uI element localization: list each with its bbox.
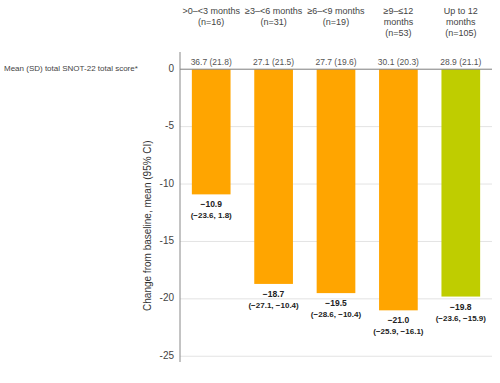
category-line: months <box>384 17 414 27</box>
category-label: >0–<3 months(n=16) <box>182 6 240 27</box>
bar <box>441 69 480 296</box>
category-line: Up to 12 <box>444 6 478 16</box>
baseline-title: Mean (SD) total SNOT-22 total score* <box>4 64 138 73</box>
baseline-label: 36.7 (21.8) <box>191 57 232 67</box>
bar <box>254 69 293 284</box>
grid-line <box>180 356 492 357</box>
bar <box>379 69 418 310</box>
data-label: −19.8 <box>450 302 472 312</box>
category-line: (n=19) <box>323 17 349 27</box>
category-line: >0–<3 months <box>182 6 240 16</box>
baseline-label: 27.1 (21.5) <box>253 57 294 67</box>
data-label: −18.7 <box>263 289 285 299</box>
category-label: ≥6–<9 months(n=19) <box>307 6 365 27</box>
category-line: ≥6–<9 months <box>307 6 365 16</box>
ci-label: (−23.6, 1.8) <box>191 211 232 220</box>
category-label: Up to 12months(n=105) <box>444 6 478 38</box>
data-label: −10.9 <box>200 199 222 209</box>
baseline-label: 28.9 (21.1) <box>440 57 481 67</box>
chart: 0 -5 -10 -15 -20 -25 −10.9 (−23.6, 1.8) −18.7 (−2… <box>0 0 500 383</box>
bar <box>192 69 231 194</box>
tick-label: -10 <box>160 178 175 189</box>
category-label: ≥9–≤12months(n=53) <box>383 6 413 38</box>
tick-label: 0 <box>168 63 174 74</box>
category-line: (n=53) <box>385 28 411 38</box>
chart-container: 0 -5 -10 -15 -20 -25 −10.9 (−23.6, 1.8) −18.7 (−2… <box>0 0 500 383</box>
ci-label: (−23.6, −15.9) <box>436 314 487 323</box>
ci-label: (−25.9, −16.1) <box>373 327 424 336</box>
data-label: −21.0 <box>388 315 410 325</box>
category-label: ≥3–<6 months(n=31) <box>245 6 303 27</box>
bars <box>192 69 480 310</box>
ci-label: (−28.6, −10.4) <box>311 310 362 319</box>
category-line: months <box>446 17 476 27</box>
tick-label: -15 <box>160 235 175 246</box>
grid-line <box>180 69 492 70</box>
tick-label: -20 <box>160 292 175 303</box>
tick-label: -25 <box>160 350 175 361</box>
category-line: (n=16) <box>198 17 224 27</box>
zero-line <box>180 69 492 70</box>
y-axis-line <box>180 52 181 362</box>
baseline-label: 30.1 (20.3) <box>378 57 419 67</box>
baseline-label: 27.7 (19.6) <box>315 57 356 67</box>
data-label: −19.5 <box>325 298 347 308</box>
category-line: ≥3–<6 months <box>245 6 303 16</box>
bar <box>317 69 356 293</box>
y-axis-title: Change from baseline, mean (95% CI) <box>142 140 153 311</box>
category-line: (n=105) <box>445 28 476 38</box>
category-line: (n=31) <box>260 17 286 27</box>
ci-label: (−27.1, −10.4) <box>248 301 299 310</box>
grid <box>180 69 492 356</box>
tick-label: -5 <box>165 120 174 131</box>
category-line: ≥9–≤12 <box>383 6 413 16</box>
